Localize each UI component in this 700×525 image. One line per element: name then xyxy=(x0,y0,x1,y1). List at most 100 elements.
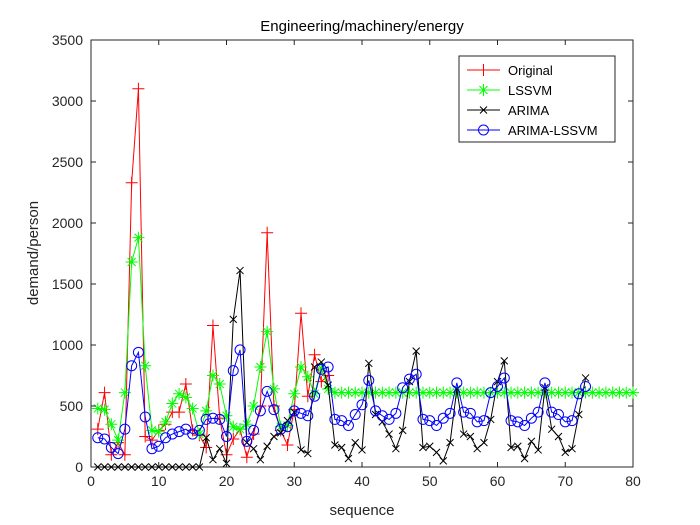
data-point-lssvm xyxy=(145,424,158,437)
data-point-arima-lssvm xyxy=(126,360,138,372)
legend-item-original: Original xyxy=(467,63,553,78)
data-point-original xyxy=(179,378,192,391)
data-point-arima-lssvm xyxy=(302,410,314,422)
data-point-arima xyxy=(249,444,258,453)
data-point-lssvm xyxy=(362,386,375,399)
data-point-arima-lssvm xyxy=(295,407,307,419)
legend: Original LSSVM ARIMA ARIMA-LSSVM xyxy=(458,55,616,143)
data-point-lssvm xyxy=(505,386,518,399)
data-point-lssvm xyxy=(125,256,138,269)
data-point-lssvm xyxy=(538,386,551,399)
data-point-arima xyxy=(202,433,211,442)
data-point-arima-lssvm xyxy=(485,387,497,399)
data-point-arima xyxy=(141,463,150,471)
data-point-arima xyxy=(419,443,427,452)
y-tick-label: 3500 xyxy=(52,32,83,48)
data-point-arima-lssvm xyxy=(288,405,300,417)
data-point-arima-lssvm xyxy=(187,428,199,440)
data-point-lssvm xyxy=(464,386,477,399)
legend-marker-lssvm xyxy=(477,84,490,96)
data-point-arima xyxy=(242,438,251,447)
data-point-arima-lssvm xyxy=(234,344,246,356)
data-point-lssvm xyxy=(613,386,626,399)
data-point-arima xyxy=(168,463,177,471)
legend-label-arima: ARIMA xyxy=(508,103,550,118)
series-lssvm xyxy=(91,231,639,447)
data-point-lssvm xyxy=(179,391,192,404)
data-point-lssvm xyxy=(91,402,104,415)
data-point-original xyxy=(132,82,145,95)
legend-label-original: Original xyxy=(508,63,553,78)
data-point-arima-lssvm xyxy=(356,399,368,411)
data-point-lssvm xyxy=(200,404,213,417)
data-point-arima-lssvm xyxy=(342,420,354,432)
data-point-arima-lssvm xyxy=(390,407,402,419)
data-point-arima xyxy=(283,416,292,425)
legend-item-arima-lssvm: ARIMA-LSSVM xyxy=(467,123,598,138)
data-point-lssvm xyxy=(261,325,274,338)
data-point-arima-lssvm xyxy=(383,413,395,425)
data-point-original xyxy=(308,348,321,361)
data-point-lssvm xyxy=(335,386,348,399)
data-point-original xyxy=(98,386,111,399)
y-tick-label: 2000 xyxy=(52,215,83,231)
data-point-arima-lssvm xyxy=(105,441,117,453)
data-point-arima-lssvm xyxy=(532,406,544,418)
data-point-lssvm xyxy=(566,386,579,399)
data-point-lssvm xyxy=(437,386,450,399)
data-point-lssvm xyxy=(328,386,341,399)
axis-ticks: 0 10 20 30 40 50 60 70 80 0 500 1000 1500 2000 2500 300… xyxy=(52,32,641,489)
data-point-arima-lssvm xyxy=(349,409,361,421)
data-point-original xyxy=(261,226,274,239)
data-point-arima-lssvm xyxy=(315,363,327,375)
data-point-arima xyxy=(276,428,285,437)
data-point-arima-lssvm xyxy=(573,388,585,400)
data-point-lssvm xyxy=(159,415,172,428)
data-point-lssvm xyxy=(620,386,633,399)
data-point-lssvm xyxy=(491,386,504,399)
data-point-lssvm xyxy=(247,400,260,412)
data-point-arima-lssvm xyxy=(241,435,253,447)
data-point-lssvm xyxy=(545,386,558,399)
y-tick-label: 3000 xyxy=(52,93,83,109)
data-point-lssvm xyxy=(511,386,524,399)
data-point-lssvm xyxy=(356,386,368,399)
data-point-arima xyxy=(351,438,360,447)
data-point-arima-lssvm xyxy=(519,420,531,432)
legend-marker-original xyxy=(477,64,490,76)
data-point-arima-lssvm xyxy=(153,440,165,452)
data-point-arima xyxy=(148,463,156,471)
data-point-arima-lssvm xyxy=(559,416,571,428)
x-tick-label: 20 xyxy=(219,473,235,489)
data-point-lssvm xyxy=(606,386,619,399)
data-point-lssvm xyxy=(369,386,382,399)
data-point-arima xyxy=(561,448,570,457)
data-point-arima xyxy=(100,463,109,471)
y-tick-label: 500 xyxy=(60,398,84,414)
data-point-arima-lssvm xyxy=(512,416,524,428)
data-point-arima-lssvm xyxy=(166,428,178,440)
data-point-arima-lssvm xyxy=(221,431,232,442)
data-point-arima-lssvm xyxy=(99,433,111,445)
data-point-arima xyxy=(195,463,204,471)
x-tick-label: 70 xyxy=(557,473,573,489)
x-tick-label: 30 xyxy=(286,473,302,489)
data-point-lssvm xyxy=(240,418,253,431)
data-point-lssvm xyxy=(227,420,240,433)
data-point-arima-lssvm xyxy=(444,407,456,419)
data-point-lssvm xyxy=(579,386,592,399)
data-point-lssvm xyxy=(213,378,226,391)
data-point-arima xyxy=(270,432,278,441)
data-point-lssvm xyxy=(416,386,429,399)
data-point-arima xyxy=(385,430,393,438)
data-point-arima-lssvm xyxy=(309,390,321,402)
data-point-original xyxy=(125,176,138,189)
y-tick-label: 1500 xyxy=(52,276,83,292)
data-point-arima xyxy=(547,425,556,434)
data-point-arima xyxy=(93,463,102,471)
data-point-lssvm xyxy=(518,386,531,399)
data-point-arima xyxy=(473,444,482,453)
x-tick-label: 40 xyxy=(354,473,370,489)
data-point-arima-lssvm xyxy=(193,424,205,436)
legend-marker-arima xyxy=(479,106,488,114)
